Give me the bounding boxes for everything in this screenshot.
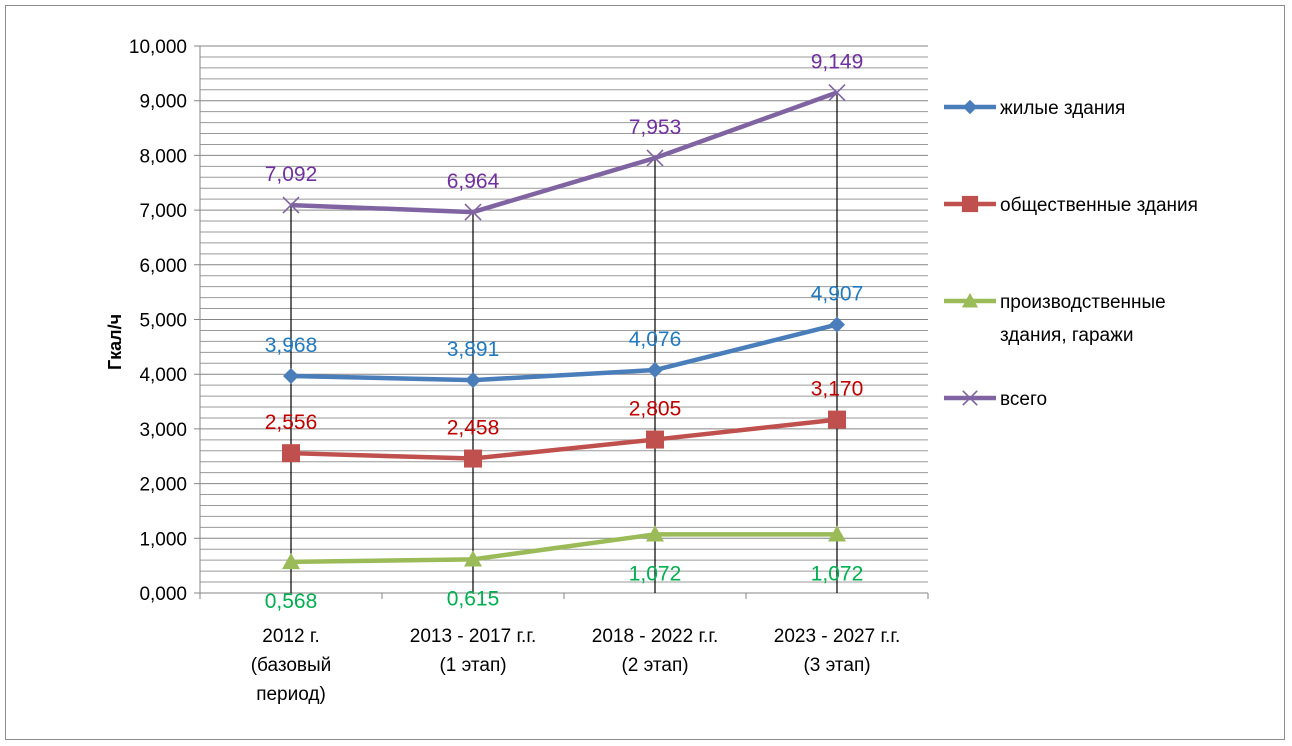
data-label: 1,072 xyxy=(629,562,682,585)
data-labels: 3,968 3,891 4,076 4,907 2,556 2,458 2,805 3,170… xyxy=(265,51,864,613)
data-point-diamond xyxy=(962,99,978,115)
data-point-diamond xyxy=(283,367,299,384)
axes: 0,000 1,000 2,000 3,000 4,000 5,000 6,000 7,000… xyxy=(129,37,929,705)
legend-label: производственные здания, гаражи xyxy=(1000,292,1166,346)
series-line xyxy=(290,532,837,565)
data-point-square xyxy=(961,195,979,213)
data-point-square xyxy=(464,449,482,468)
data-label: 1,072 xyxy=(811,562,864,585)
data-point-triangle xyxy=(828,525,846,542)
y-axis-label: Гкал/ч xyxy=(105,314,125,370)
data-point-x xyxy=(646,149,664,167)
x-tick-label: 2018 - 2022 г.г. (2 этап) xyxy=(592,626,718,676)
chart-frame xyxy=(5,5,1285,740)
y-tick-label: 2,000 xyxy=(139,475,187,496)
y-tick-label: 9,000 xyxy=(139,92,187,113)
data-point-diamond xyxy=(829,316,845,333)
legend-label: общественные здания xyxy=(1000,195,1198,216)
data-point-square xyxy=(282,444,300,463)
data-point-square xyxy=(828,410,846,429)
legend-entry: общественные здания xyxy=(944,195,1198,216)
y-tick-label: 10,000 xyxy=(129,37,187,58)
data-label: 6,964 xyxy=(447,170,500,193)
data-point-triangle xyxy=(646,525,664,542)
x-tick-label: 2013 - 2017 г.г. (1 этап) xyxy=(410,626,536,676)
series-line xyxy=(290,90,838,215)
data-label: 2,458 xyxy=(447,417,500,440)
data-point-diamond xyxy=(647,362,663,379)
data-label: 7,092 xyxy=(265,163,318,186)
data-label: 3,968 xyxy=(265,334,318,357)
gridlines xyxy=(194,45,928,594)
data-label: 3,891 xyxy=(447,338,500,361)
y-tick-label: 0,000 xyxy=(139,584,187,605)
data-label: 0,615 xyxy=(447,587,500,610)
y-tick-label: 6,000 xyxy=(139,256,187,277)
legend-label: жилые здания xyxy=(1000,98,1125,119)
data-label: 4,907 xyxy=(811,283,864,306)
x-tick-label: 2012 г. (базовый период) xyxy=(251,626,332,705)
data-label: 9,149 xyxy=(811,51,864,74)
legend-entry: производственные здания, гаражи xyxy=(944,292,1166,346)
data-point-triangle xyxy=(464,550,482,567)
data-label: 2,556 xyxy=(265,411,318,434)
data-point-triangle xyxy=(282,552,300,570)
series-line xyxy=(290,417,838,461)
legend: жилые здания общественные здания производс… xyxy=(944,98,1198,410)
data-point-x xyxy=(962,390,978,406)
y-tick-label: 4,000 xyxy=(139,365,187,386)
legend-entry: жилые здания xyxy=(944,98,1125,119)
data-label: 0,568 xyxy=(265,590,318,613)
data-point-x xyxy=(828,83,846,102)
data-label: 2,805 xyxy=(629,398,682,421)
y-tick-label: 8,000 xyxy=(139,146,187,167)
legend-entry: всего xyxy=(944,389,1047,410)
legend-label: всего xyxy=(1000,389,1047,410)
data-point-x xyxy=(464,203,482,221)
data-label: 4,076 xyxy=(629,328,682,351)
y-tick-label: 3,000 xyxy=(139,420,187,441)
series-group xyxy=(282,83,846,570)
data-point-diamond xyxy=(465,372,481,389)
data-label: 7,953 xyxy=(629,116,682,139)
x-tick-label: 2023 - 2027 г.г. (3 этап) xyxy=(774,626,900,676)
data-point-x xyxy=(282,196,300,214)
data-point-square xyxy=(646,430,664,449)
y-tick-label: 1,000 xyxy=(139,529,187,550)
y-tick-label: 5,000 xyxy=(139,311,187,332)
y-tick-label: 7,000 xyxy=(139,201,187,222)
series-line xyxy=(290,322,838,383)
data-label: 3,170 xyxy=(811,378,864,401)
data-point-triangle xyxy=(961,292,979,308)
